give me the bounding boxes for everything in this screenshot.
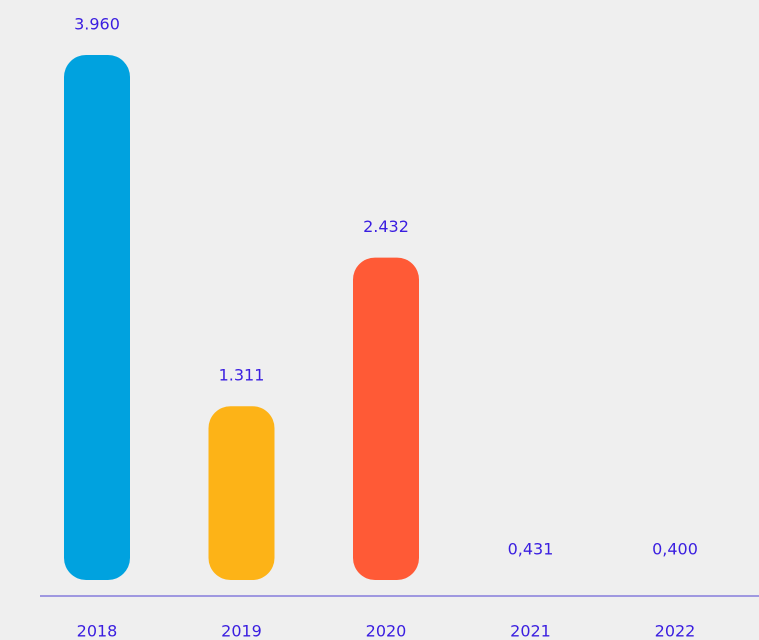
x-tick-label: 2020 bbox=[366, 622, 407, 640]
x-tick-label: 2021 bbox=[510, 622, 551, 640]
bar bbox=[208, 406, 275, 580]
x-tick-label: 2018 bbox=[77, 622, 118, 640]
value-label: 2.432 bbox=[363, 217, 409, 236]
value-label: 3.960 bbox=[74, 15, 120, 34]
value-label: 0,431 bbox=[508, 539, 554, 558]
value-label: 0,400 bbox=[652, 539, 698, 558]
value-label: 1.311 bbox=[219, 366, 265, 385]
x-tick-label: 2019 bbox=[221, 622, 262, 640]
bar bbox=[353, 257, 419, 580]
bar bbox=[64, 55, 130, 580]
x-tick-label: 2022 bbox=[655, 622, 696, 640]
